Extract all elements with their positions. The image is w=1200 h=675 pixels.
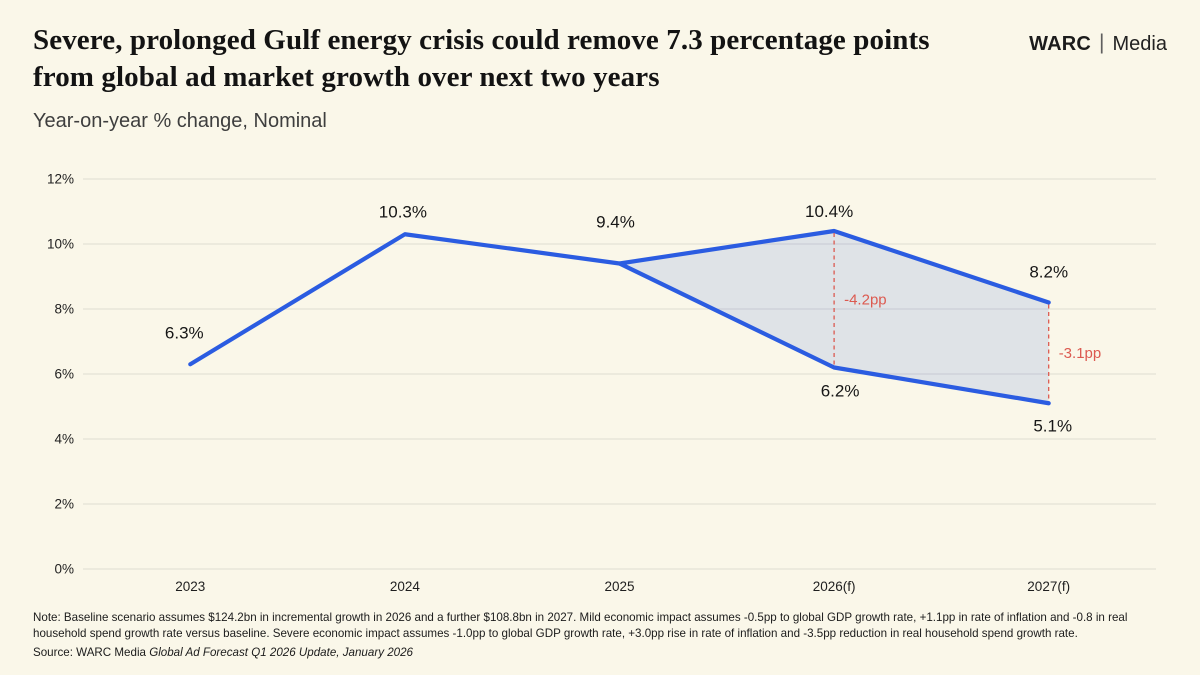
y-tick-label: 4% — [54, 432, 74, 447]
y-tick-label: 8% — [54, 302, 74, 317]
brand-divider: | — [1099, 31, 1105, 54]
footer: Note: Baseline scenario assumes $124.2bn… — [33, 610, 1173, 661]
page-title: Severe, prolonged Gulf energy crisis cou… — [33, 24, 930, 94]
y-tick-label: 10% — [47, 237, 74, 252]
data-label: 6.2% — [821, 382, 860, 401]
y-tick-label: 6% — [54, 367, 74, 382]
chart-subtitle: Year-on-year % change, Nominal — [33, 110, 327, 133]
y-tick-label: 0% — [54, 562, 74, 577]
source-prefix: Source: WARC Media — [33, 645, 150, 659]
source-line: Source: WARC Media Global Ad Forecast Q1… — [33, 645, 1173, 661]
data-label: 10.3% — [379, 202, 427, 221]
header: Severe, prolonged Gulf energy crisis cou… — [33, 22, 1167, 133]
warc-media-logo: WARC | Media — [1029, 31, 1167, 56]
gap-annotation-label: -4.2pp — [844, 291, 887, 308]
gap-annotation-label: -3.1pp — [1059, 345, 1102, 362]
brand-media: Media — [1112, 32, 1167, 55]
x-tick-label: 2025 — [604, 579, 634, 594]
data-label: 8.2% — [1029, 263, 1068, 282]
x-tick-label: 2026(f) — [813, 579, 856, 594]
brand-warc: WARC — [1029, 32, 1092, 55]
y-tick-label: 2% — [54, 497, 74, 512]
data-label: 10.4% — [805, 202, 853, 221]
data-label: 5.1% — [1033, 416, 1072, 435]
source-title: Global Ad Forecast Q1 2026 Update, Janua… — [149, 645, 414, 659]
x-tick-label: 2027(f) — [1027, 579, 1070, 594]
x-tick-label: 2023 — [175, 579, 205, 594]
x-tick-label: 2024 — [390, 579, 421, 594]
y-tick-label: 12% — [47, 172, 74, 187]
data-label: 6.3% — [165, 323, 204, 342]
footnote: Note: Baseline scenario assumes $124.2bn… — [33, 611, 1128, 640]
data-label: 9.4% — [596, 213, 635, 232]
severe-scenario-line — [617, 261, 1051, 406]
